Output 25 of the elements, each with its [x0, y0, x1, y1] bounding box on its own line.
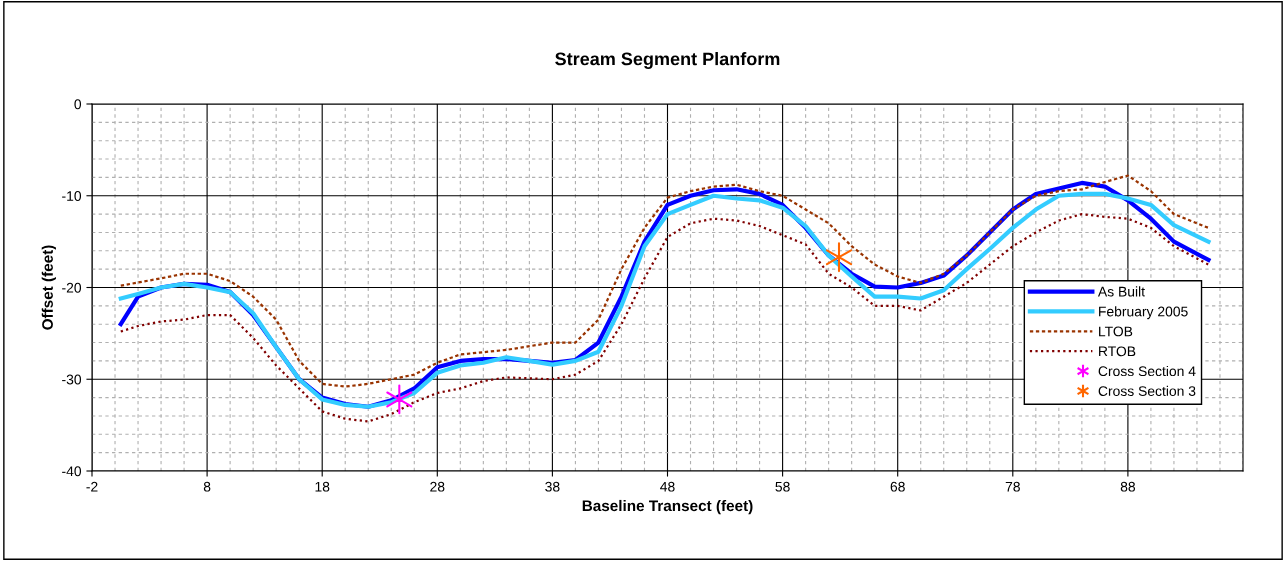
chart-title: Stream Segment Planform: [555, 52, 780, 69]
x-tick-label: 18: [315, 481, 330, 492]
x-tick-label: 58: [775, 481, 790, 492]
y-tick-label: -20: [62, 282, 82, 293]
y-axis-title: Offset (feet): [41, 245, 56, 330]
x-axis-title: Baseline Transect (feet): [582, 499, 753, 515]
x-tick-label: 28: [430, 481, 445, 492]
x-tick-label: 68: [890, 481, 905, 492]
y-tick-label: -40: [62, 466, 82, 477]
legend-label: Cross Section 3: [1098, 385, 1196, 397]
x-tick-label: 88: [1120, 481, 1136, 492]
y-tick-label: -10: [62, 191, 82, 201]
y-tick-label: 0: [74, 99, 82, 110]
legend-label: Cross Section 4: [1098, 365, 1196, 377]
legend-label: LTOB: [1099, 326, 1133, 337]
x-tick-label: 8: [203, 481, 211, 492]
x-tick-label: 38: [545, 481, 560, 492]
y-tick-label: -30: [62, 374, 82, 385]
x-tick-label: 78: [1005, 481, 1020, 492]
legend-label: February 2005: [1099, 306, 1188, 320]
legend-label: RTOB: [1099, 346, 1136, 357]
line-series: [119, 212, 1210, 423]
x-tick-label: 48: [660, 481, 675, 492]
x-tick-label: -2: [86, 481, 98, 492]
legend-label: As Built: [1097, 286, 1145, 297]
